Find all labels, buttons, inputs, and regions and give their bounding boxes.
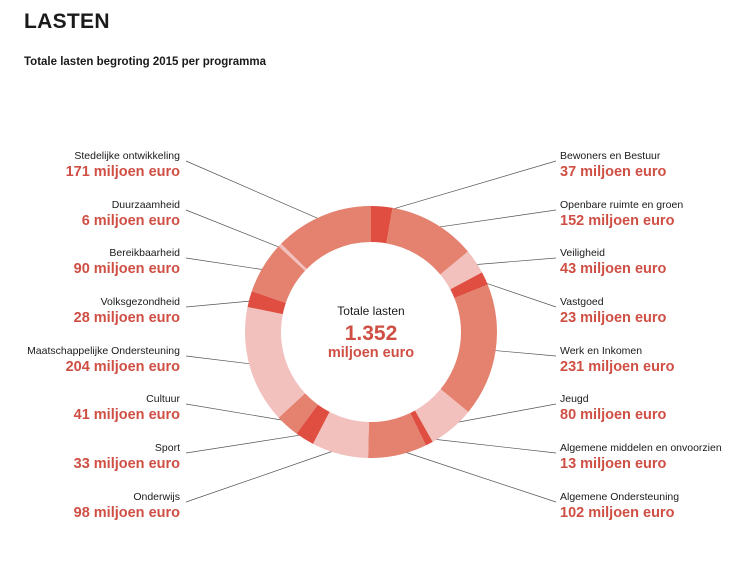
slice-name: Bereikbaarheid <box>109 247 180 259</box>
slice-name: Onderwijs <box>133 491 180 503</box>
leader-line <box>185 160 325 222</box>
slice-value: 43 miljoen euro <box>560 261 667 278</box>
donut-slice-algemene-ondersteuning <box>368 413 426 458</box>
donut-slice-algemene-middelen-en-onvoorzien <box>410 410 433 446</box>
slice-name: Maatschappelijke Ondersteuning <box>27 345 180 357</box>
leader-line <box>185 447 342 503</box>
slice-label: Algemene middelen en onvoorzien 13 miljo… <box>560 442 755 473</box>
slice-label: Algemene Ondersteuning 102 miljoen euro <box>560 491 755 522</box>
donut-slice-cultuur <box>278 393 318 434</box>
slice-name: Algemene middelen en onvoorzien <box>560 442 722 454</box>
donut-slice-volksgezondheid <box>247 291 286 315</box>
leader-line <box>396 448 557 503</box>
chart-subtitle: Totale lasten begroting 2015 per program… <box>24 56 266 68</box>
slice-label: Bereikbaarheid 90 miljoen euro <box>0 247 180 278</box>
slice-label: Cultuur 41 miljoen euro <box>0 393 180 424</box>
slice-value: 41 miljoen euro <box>73 407 180 424</box>
slice-name: Jeugd <box>560 393 589 405</box>
slice-label: Sport 33 miljoen euro <box>0 442 180 473</box>
donut-slice-onderwijs <box>312 411 369 458</box>
slice-name: Cultuur <box>146 393 180 405</box>
donut-slice-maatschappelijke-ondersteuning <box>245 306 306 418</box>
slice-label: Veiligheid 43 miljoen euro <box>560 247 755 278</box>
donut-slice-veiligheid <box>440 251 483 290</box>
donut-slice-vastgoed <box>450 272 488 299</box>
slice-label: Jeugd 80 miljoen euro <box>560 393 755 424</box>
donut-slice-bewoners-en-bestuur <box>371 206 393 244</box>
center-unit: miljoen euro <box>327 345 415 361</box>
slice-value: 102 miljoen euro <box>560 505 675 522</box>
leader-line <box>381 160 557 213</box>
slice-name: Algemene Ondersteuning <box>560 491 680 503</box>
slice-label: Duurzaamheid 6 miljoen euro <box>0 199 180 230</box>
slice-value: 152 miljoen euro <box>560 213 675 230</box>
slice-value: 204 miljoen euro <box>65 359 180 376</box>
slice-value: 90 miljoen euro <box>73 261 180 278</box>
slice-name: Werk en Inkomen <box>560 345 643 357</box>
slice-value: 171 miljoen euro <box>65 164 180 181</box>
slice-label: Onderwijs 98 miljoen euro <box>0 491 180 522</box>
slice-name: Openbare ruimte en groen <box>560 199 684 211</box>
slice-name: Sport <box>154 442 180 454</box>
slice-label: Bewoners en Bestuur 37 miljoen euro <box>560 150 755 181</box>
donut-slice-werk-en-inkomen <box>440 284 498 412</box>
slice-label: Volksgezondheid 28 miljoen euro <box>0 296 180 327</box>
leader-line <box>489 349 557 357</box>
slice-value: 28 miljoen euro <box>73 310 180 327</box>
leader-lines <box>185 160 557 503</box>
leader-line <box>447 403 557 425</box>
slice-name: Duurzaamheid <box>111 199 180 211</box>
donut-slice-jeugd <box>415 389 469 442</box>
slice-label: Werk en Inkomen 231 miljoen euro <box>560 345 755 376</box>
slice-value: 37 miljoen euro <box>560 164 667 181</box>
slice-label: Vastgoed 23 miljoen euro <box>560 296 755 327</box>
slice-value: 231 miljoen euro <box>560 359 675 376</box>
slice-name: Vastgoed <box>560 296 604 308</box>
slice-label: Maatschappelijke Ondersteuning 204 miljo… <box>0 345 180 376</box>
page-title: LASTEN <box>24 10 110 33</box>
leader-line <box>185 355 256 365</box>
donut-slice-sport <box>296 404 330 444</box>
slice-label: Stedelijke ontwikkeling 171 miljoen euro <box>0 150 180 181</box>
leader-line <box>479 280 557 308</box>
donut-slices <box>245 206 498 458</box>
center-label: Totale lasten <box>337 304 405 318</box>
slice-value: 6 miljoen euro <box>81 213 180 230</box>
slice-value: 33 miljoen euro <box>73 456 180 473</box>
leader-line <box>185 209 285 250</box>
slice-value: 13 miljoen euro <box>560 456 667 473</box>
leader-line <box>426 438 557 454</box>
leader-line <box>185 300 256 308</box>
leader-line <box>470 257 557 266</box>
center-total: 1.352 <box>344 322 398 345</box>
slice-name: Stedelijke ontwikkeling <box>74 150 180 162</box>
donut-slice-duurzaamheid <box>278 243 307 271</box>
slice-name: Veiligheid <box>560 247 605 259</box>
slice-value: 80 miljoen euro <box>560 407 667 424</box>
donut-slice-bereikbaarheid <box>251 246 306 303</box>
slice-name: Volksgezondheid <box>100 296 180 308</box>
slice-value: 98 miljoen euro <box>73 505 180 522</box>
slice-name: Bewoners en Bestuur <box>560 150 661 162</box>
donut-slice-stedelijke-ontwikkeling <box>281 206 371 269</box>
leader-line <box>185 257 269 271</box>
leader-line <box>185 403 292 422</box>
leader-line <box>431 209 557 229</box>
slice-value: 23 miljoen euro <box>560 310 667 327</box>
leader-line <box>185 433 308 454</box>
slice-label: Openbare ruimte en groen 152 miljoen eur… <box>560 199 755 230</box>
donut-slice-openbare-ruimte-en-groen <box>386 207 468 275</box>
